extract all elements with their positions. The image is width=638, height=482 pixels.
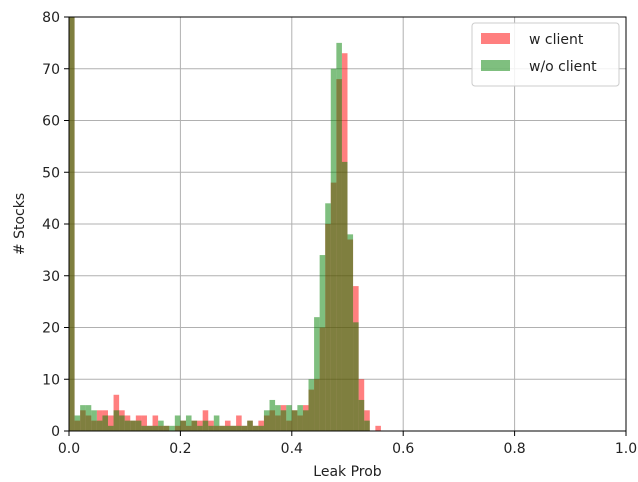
y-tick-label: 0 <box>51 424 60 440</box>
histogram-bar-wo-client <box>347 234 354 431</box>
histogram-bar-wo-client <box>297 405 303 431</box>
histogram-bar-w-client <box>152 415 159 431</box>
y-tick-label: 70 <box>42 62 60 78</box>
y-tick-label: 20 <box>42 321 60 337</box>
x-tick-label: 0.0 <box>58 441 80 457</box>
histogram-bar-wo-client <box>241 425 248 431</box>
histogram-bar-wo-client <box>146 425 153 431</box>
histogram-bar-wo-client <box>69 17 75 431</box>
histogram-bar-wo-client <box>185 415 192 431</box>
histogram-bar-wo-client <box>107 425 114 431</box>
histogram-bar-wo-client <box>202 420 209 431</box>
histogram-bar-wo-client <box>135 420 142 431</box>
histogram-bar-wo-client <box>163 425 170 431</box>
histogram-bar-w-client <box>375 425 381 431</box>
histogram-bar-wo-client <box>325 203 331 431</box>
y-tick-label: 50 <box>42 165 60 181</box>
axis-ticks: 0.0 0.2 0.4 0.6 0.8 1.0 0 10 20 30 40 50 60 70 80 <box>42 10 637 457</box>
legend-label: w client <box>529 32 584 48</box>
histogram-bar-w-client <box>236 415 242 431</box>
histogram-bar-wo-client <box>141 425 147 431</box>
histogram-bar-wo-client <box>74 415 81 431</box>
histogram-bar-wo-client <box>85 405 92 431</box>
legend: w client w/o client <box>471 22 620 87</box>
histogram-bar-wo-client <box>219 425 225 431</box>
histogram-bar-wo-client <box>252 425 259 431</box>
histogram-bar-wo-client <box>236 425 242 431</box>
histogram-bar-wo-client <box>269 399 276 431</box>
x-tick-label: 0.8 <box>503 441 525 457</box>
histogram-bar-wo-client <box>358 399 365 431</box>
histogram-bar-wo-client <box>91 410 97 431</box>
legend-swatch <box>481 60 510 71</box>
y-tick-label: 10 <box>42 372 60 388</box>
histogram-bar-wo-client <box>213 415 220 431</box>
histogram-bar-wo-client <box>336 42 342 431</box>
histogram-bar-wo-client <box>180 420 186 431</box>
histogram-bar-wo-client <box>258 425 264 431</box>
histogram-bar-wo-client <box>280 410 287 431</box>
histogram-bars <box>69 17 381 431</box>
x-tick-label: 0.2 <box>169 441 191 457</box>
histogram-bar-wo-client <box>291 410 298 431</box>
histogram-bar-wo-client <box>197 425 203 431</box>
histogram-bar-wo-client <box>275 405 281 431</box>
histogram-bar-wo-client <box>119 415 125 431</box>
histogram-bar-wo-client <box>286 405 292 431</box>
histogram-bar-wo-client <box>102 415 108 431</box>
x-tick-label: 1.0 <box>615 441 637 457</box>
histogram-bar-w-client <box>107 415 114 431</box>
histogram-bar-w-client <box>141 415 147 431</box>
histogram-bar-wo-client <box>152 425 159 431</box>
histogram-bar-wo-client <box>319 255 326 431</box>
histogram-bar-wo-client <box>169 425 175 431</box>
histogram-bar-wo-client <box>113 410 120 431</box>
histogram-bar-wo-client <box>96 420 103 431</box>
histogram-bar-wo-client <box>341 161 348 431</box>
histogram-bar-wo-client <box>174 415 181 431</box>
histogram-bar-wo-client <box>353 322 359 431</box>
y-tick-label: 30 <box>42 269 60 285</box>
x-tick-label: 0.6 <box>392 441 414 457</box>
histogram-bar-wo-client <box>191 420 198 431</box>
histogram-bar-wo-client <box>80 405 86 431</box>
histogram-bar-wo-client <box>208 425 214 431</box>
y-axis-label: # Stocks <box>12 193 28 255</box>
y-tick-label: 80 <box>42 10 60 26</box>
histogram-bar-wo-client <box>247 420 253 431</box>
x-tick-label: 0.4 <box>281 441 303 457</box>
histogram-bar-wo-client <box>308 379 315 431</box>
histogram-bar-wo-client <box>130 420 136 431</box>
histogram-bar-wo-client <box>314 317 320 431</box>
histogram-bar-wo-client <box>230 425 237 431</box>
histogram-bar-wo-client <box>330 68 337 431</box>
legend-swatch <box>481 33 510 44</box>
y-tick-label: 60 <box>42 114 60 130</box>
histogram-bar-wo-client <box>263 410 270 431</box>
histogram-bar-wo-client <box>158 420 164 431</box>
x-axis-label: Leak Prob <box>313 464 382 480</box>
legend-label: w/o client <box>529 59 597 75</box>
histogram-bar-wo-client <box>364 420 370 431</box>
y-tick-label: 40 <box>42 217 60 233</box>
histogram-bar-wo-client <box>224 425 231 431</box>
histogram-bar-wo-client <box>302 410 309 431</box>
histogram-bar-wo-client <box>124 420 131 431</box>
